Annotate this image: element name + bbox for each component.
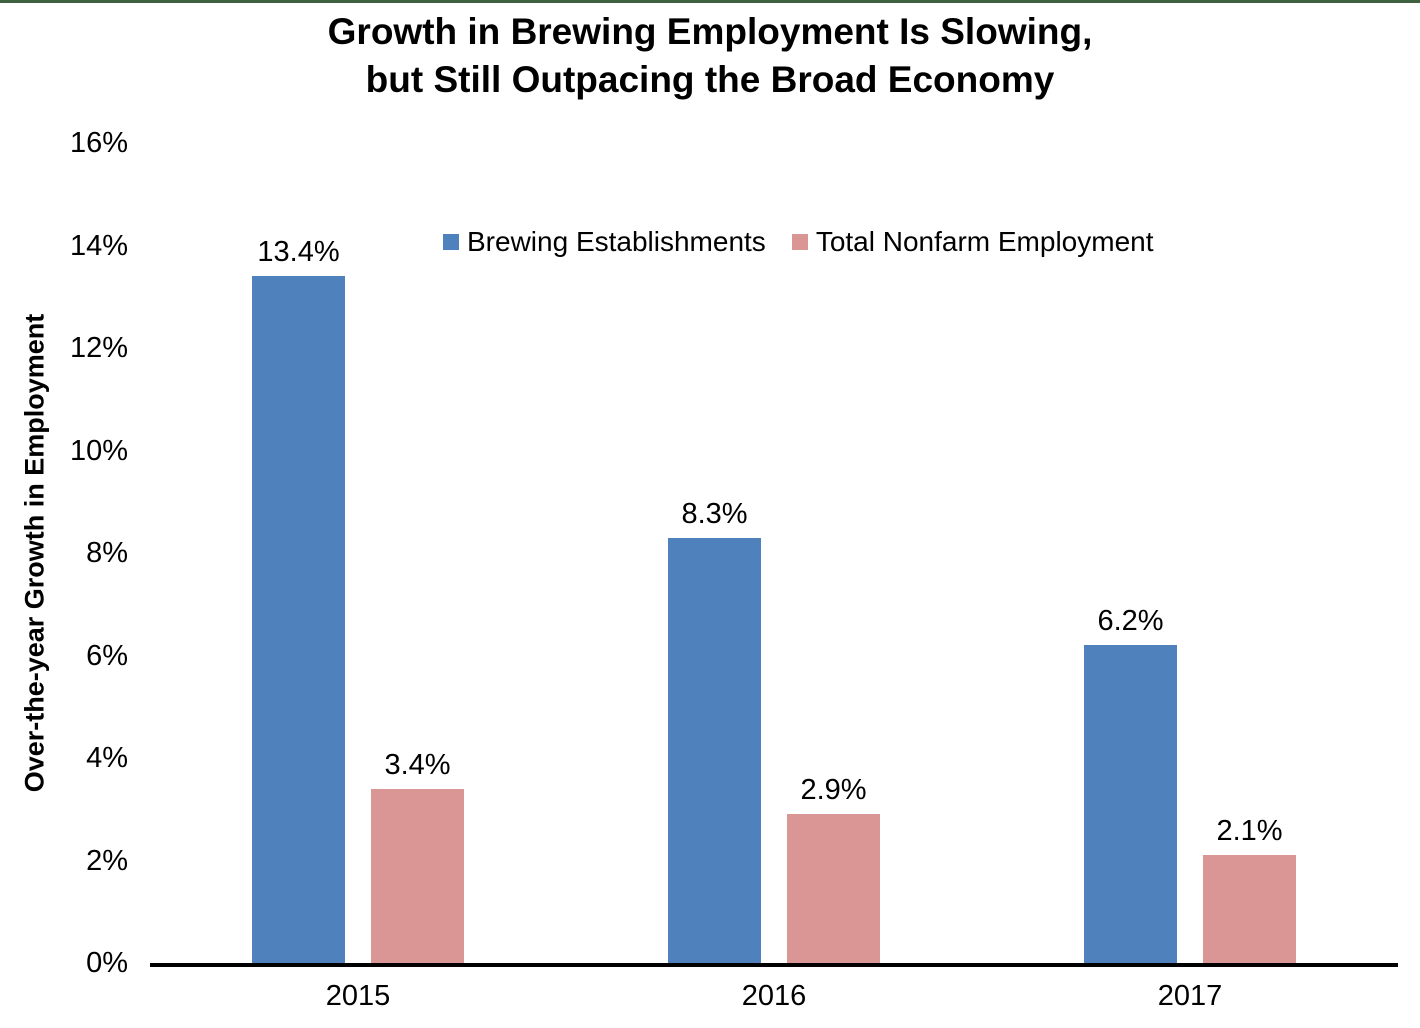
legend-item-brewing-establishments: Brewing Establishments [443,226,766,258]
data-label-total-nonfarm-employment-2017: 2.1% [1216,815,1283,848]
bar-brewing-establishments-2016 [668,537,761,963]
legend-item-total-nonfarm-employment: Total Nonfarm Employment [791,226,1154,258]
x-axis-label-2016: 2016 [741,980,807,1012]
data-label-total-nonfarm-employment-2016: 2.9% [800,774,867,807]
y-tick-label-10: 10% [69,434,128,467]
bar-total-nonfarm-employment-2016 [787,814,880,963]
bar-total-nonfarm-employment-2017 [1203,855,1296,963]
x-axis-line [150,963,1398,967]
y-tick-label-8: 8% [86,537,128,569]
data-label-total-nonfarm-employment-2015: 3.4% [384,748,451,781]
chart-title-line1: Growth in Brewing Employment Is Slowing, [327,11,1093,52]
legend-label: Brewing Establishments [467,226,766,257]
chart-title-line2: but Still Outpacing the Broad Economy [365,59,1055,100]
y-tick-label-16: 16% [69,127,128,159]
legend-swatch-icon [791,234,808,250]
y-tick-label-12: 12% [69,332,128,364]
x-axis-label-2015: 2015 [325,980,391,1012]
top-border-line [0,0,1420,3]
legend-label: Total Nonfarm Employment [815,226,1154,257]
y-tick-label-6: 6% [86,639,128,672]
x-axis-label-2017: 2017 [1157,980,1223,1012]
y-tick-label-2: 2% [86,844,128,877]
bar-brewing-establishments-2015 [252,276,345,963]
y-tick-label-4: 4% [86,742,128,774]
data-label-brewing-establishments-2015: 13.4% [257,236,340,269]
legend-swatch-icon [443,234,459,250]
data-label-brewing-establishments-2016: 8.3% [681,497,748,530]
bar-total-nonfarm-employment-2015 [371,788,464,963]
y-tick-label-14: 14% [69,229,128,262]
bar-brewing-establishments-2017 [1084,645,1177,963]
y-tick-label-0: 0% [86,947,128,979]
data-label-brewing-establishments-2017: 6.2% [1097,605,1164,638]
chart-title: Growth in Brewing Employment Is Slowing,… [0,8,1420,104]
legend: Brewing Establishments Total Nonfarm Empl… [443,226,1154,258]
